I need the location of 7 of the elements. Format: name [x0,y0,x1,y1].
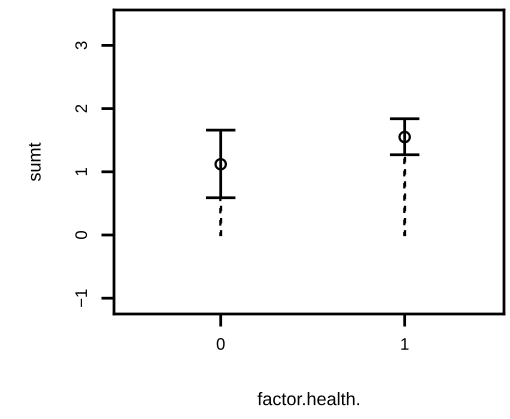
y-tick-label: 0 [75,231,88,239]
x-axis-title: factor.health. [258,392,360,406]
y-tick-label: 2 [75,104,87,112]
y-axis-title: sumt [28,142,41,182]
y-tick-label: 3 [75,41,88,50]
y-tick-label: −1 [75,290,87,307]
y-tick-label: 1 [75,168,87,176]
